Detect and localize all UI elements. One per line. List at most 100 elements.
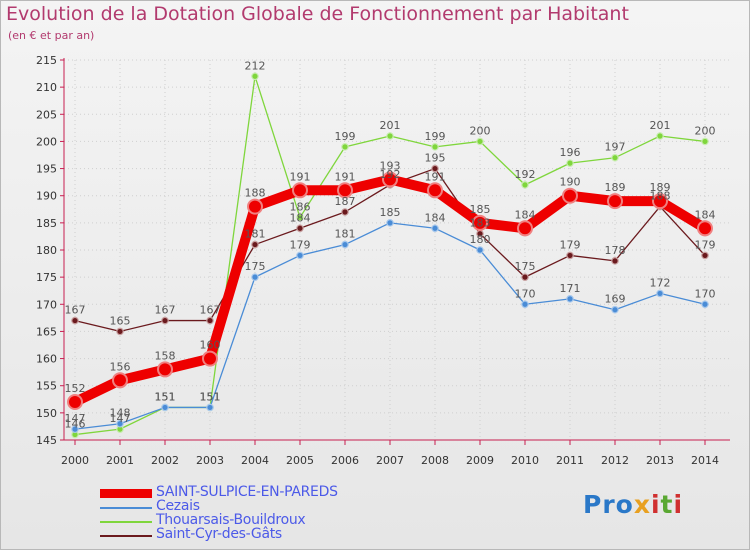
x-tick-label: 2006 [331,454,359,467]
data-point-thouarsais-bouildroux [251,72,259,81]
data-label-cezais: 185 [380,206,401,219]
data-label-cezais: 169 [605,293,626,306]
data-point-cezais [161,403,169,412]
data-point-thouarsais-bouildroux [611,153,619,162]
y-axis-ticks: 145 150 155 160 165 170 175 180 185 190 195 200 205 2… [36,54,64,447]
x-tick-label: 2002 [151,454,179,467]
data-label-saint-sulpice-en-pareds: 160 [200,339,221,352]
y-tick-label: 175 [36,271,57,284]
logo-part-i: i [650,490,661,519]
logo-part-i2: i [673,490,684,519]
data-label-cezais: 180 [470,233,491,246]
logo-part-pro: Pro [583,490,634,519]
data-label-cezais: 184 [425,211,446,224]
data-label-thouarsais-bouildroux: 186 [290,200,311,213]
logo-part-t: t [660,490,674,519]
data-point-thouarsais-bouildroux [476,137,484,146]
legend-label: Thouarsais-Bouildroux [156,512,306,528]
data-point-saint-cyr-des-gats [341,208,349,216]
data-label-saint-cyr-des-gats: 178 [605,244,626,257]
x-tick-label: 2010 [511,454,539,467]
data-label-saint-cyr-des-gats: 167 [155,304,176,317]
data-label-thouarsais-bouildroux: 151 [200,390,221,403]
data-point-cezais [116,419,124,428]
data-point-saint-sulpice-en-pareds [607,193,623,210]
data-point-cezais [701,300,709,309]
data-point-saint-sulpice-en-pareds [247,198,263,215]
data-label-cezais: 170 [515,287,536,300]
logo-part-x: x [633,490,651,519]
y-tick-label: 210 [36,81,57,94]
y-tick-label: 200 [36,135,57,148]
data-point-thouarsais-bouildroux [566,159,574,167]
data-point-thouarsais-bouildroux [341,143,349,151]
x-tick-label: 2005 [286,454,314,467]
data-label-cezais: 170 [695,287,716,300]
legend-swatch [100,507,152,509]
data-point-saint-cyr-des-gats [296,224,304,233]
data-label-saint-sulpice-en-pareds: 189 [605,181,626,194]
legend-swatch [100,489,152,498]
data-point-saint-sulpice-en-pareds [427,182,443,199]
data-point-saint-sulpice-en-pareds [652,193,668,210]
data-label-cezais: 181 [335,228,356,241]
data-point-saint-cyr-des-gats [161,316,169,325]
data-point-thouarsais-bouildroux [431,143,439,151]
data-label-saint-sulpice-en-pareds: 185 [470,203,491,216]
data-point-saint-sulpice-en-pareds [562,187,578,204]
data-label-thouarsais-bouildroux: 192 [515,168,536,181]
data-label-saint-cyr-des-gats: 187 [335,195,356,208]
data-label-thouarsais-bouildroux: 146 [65,418,86,431]
line-chart: 145 150 155 160 165 170 175 180 185 190 195 200 205 2… [36,54,730,467]
data-point-saint-sulpice-en-pareds [67,394,83,410]
y-tick-label: 185 [36,217,57,230]
data-label-saint-cyr-des-gats: 184 [290,211,311,224]
data-label-saint-sulpice-en-pareds: 191 [335,170,356,183]
x-tick-label: 2009 [466,454,494,467]
data-point-thouarsais-bouildroux [656,132,664,140]
data-label-saint-sulpice-en-pareds: 191 [425,170,446,183]
data-point-saint-sulpice-en-pareds [292,182,308,199]
data-label-thouarsais-bouildroux: 201 [650,119,671,132]
data-label-saint-sulpice-en-pareds: 189 [650,181,671,194]
data-label-saint-cyr-des-gats: 188 [650,190,671,203]
x-tick-label: 2013 [646,454,674,467]
data-point-cezais [251,273,259,281]
data-point-saint-cyr-des-gats [521,273,529,281]
x-tick-label: 2011 [556,454,584,467]
data-point-cezais [71,425,79,433]
data-label-saint-cyr-des-gats: 167 [65,304,86,317]
data-label-saint-cyr-des-gats: 181 [245,228,266,241]
data-label-thouarsais-bouildroux: 212 [245,59,266,72]
y-tick-label: 150 [36,407,57,420]
proxiti-logo: Proxiti [583,490,683,519]
y-tick-label: 180 [36,244,57,257]
series-group [67,72,713,439]
data-label-saint-sulpice-en-pareds: 152 [65,382,86,395]
data-point-thouarsais-bouildroux [296,213,304,222]
data-label-saint-sulpice-en-pareds: 190 [560,176,581,189]
data-label-thouarsais-bouildroux: 200 [695,124,716,137]
data-point-saint-cyr-des-gats [116,327,124,336]
data-point-thouarsais-bouildroux [386,132,394,140]
data-label-cezais: 179 [290,238,311,251]
y-tick-label: 155 [36,380,57,393]
data-label-cezais: 172 [650,276,671,289]
data-label-thouarsais-bouildroux: 200 [470,124,491,137]
x-tick-label: 2003 [196,454,224,467]
data-point-saint-sulpice-en-pareds [517,220,533,237]
data-point-cezais [656,289,664,298]
data-label-cezais: 147 [65,412,86,425]
data-label-cezais: 171 [560,282,581,295]
data-label-cezais: 175 [245,260,266,273]
data-point-cezais [206,403,214,412]
data-point-cezais [566,295,574,303]
data-point-cezais [386,219,394,227]
data-label-thouarsais-bouildroux: 199 [335,130,356,143]
data-label-saint-cyr-des-gats: 175 [515,260,536,273]
data-point-saint-cyr-des-gats [431,164,439,173]
data-point-saint-sulpice-en-pareds [472,214,488,231]
axes [63,58,730,441]
data-label-saint-sulpice-en-pareds: 193 [380,159,401,172]
data-point-cezais [431,224,439,233]
